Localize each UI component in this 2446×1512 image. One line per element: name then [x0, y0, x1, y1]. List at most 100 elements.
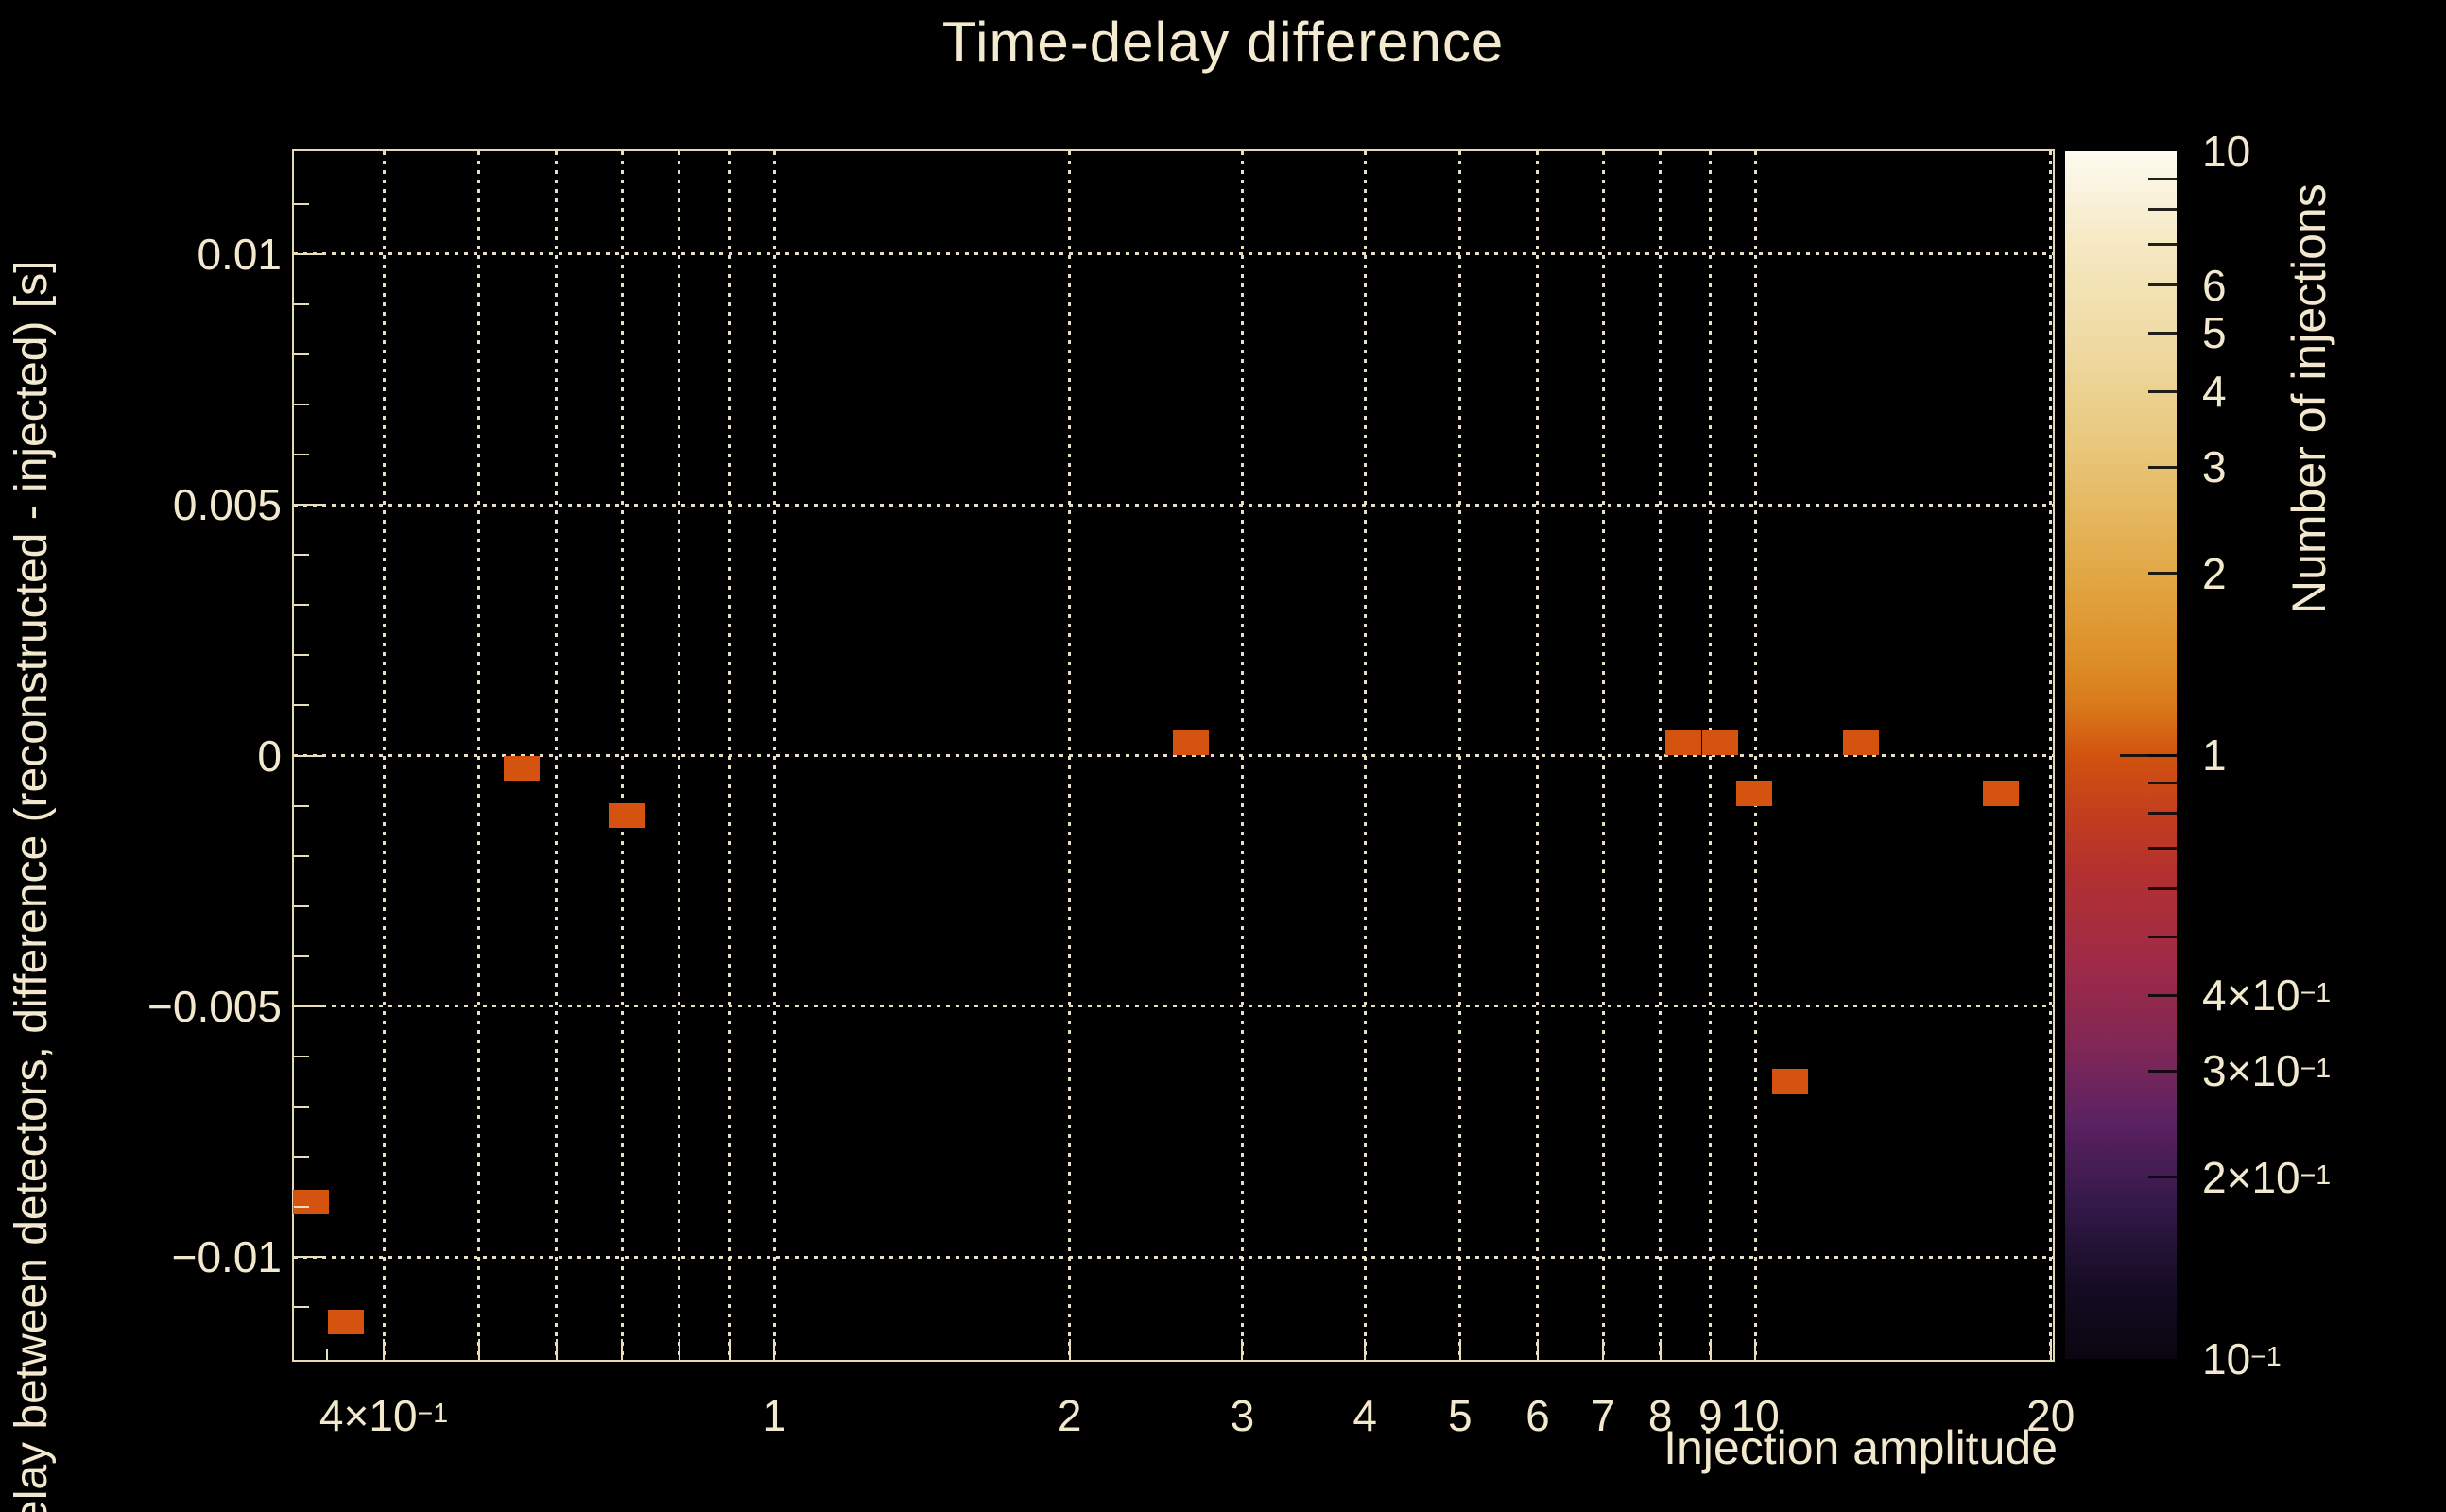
colorbar-tick — [2148, 935, 2177, 938]
colorbar-tick — [2148, 572, 2177, 576]
tick-label-text: 3×10 — [2202, 1046, 2300, 1096]
colorbar-tick-label: 6 — [2202, 260, 2227, 311]
colorbar-tick — [2148, 887, 2177, 891]
x-tick — [1241, 1339, 1244, 1360]
plot-frame — [292, 149, 2055, 1362]
tick-label-exponent: −1 — [2300, 1054, 2332, 1085]
tick-label-text: 0 — [257, 730, 282, 781]
heatmap-bin — [1983, 781, 2020, 806]
colorbar-tick — [2148, 993, 2177, 997]
colorbar-tick-label: 3 — [2202, 441, 2227, 492]
y-tick-label: 0 — [0, 730, 282, 782]
y-minor-tick — [294, 604, 309, 607]
x-tick-label: 4 — [1352, 1390, 1377, 1441]
chart-title: Time-delay difference — [941, 10, 1505, 74]
tick-label-exponent: −1 — [417, 1399, 449, 1429]
x-tick-label: 10 — [1731, 1390, 1780, 1441]
x-axis-title: Injection amplitude — [1663, 1421, 2058, 1474]
x-tick — [477, 1339, 480, 1360]
x-tick — [678, 1339, 680, 1360]
colorbar-tick — [2148, 781, 2177, 784]
x-tick — [1458, 1339, 1461, 1360]
y-tick — [294, 504, 322, 507]
colorbar-tick-label: 2×10−1 — [2202, 1152, 2331, 1203]
colorbar-tick — [2148, 331, 2177, 335]
y-minor-tick — [294, 1156, 309, 1159]
colorbar-tick — [2148, 847, 2177, 850]
x-tick-label: 8 — [1648, 1390, 1673, 1441]
colorbar-title: Number of injections — [2282, 183, 2335, 614]
x-tick — [1659, 1339, 1662, 1360]
x-tick-label: 5 — [1448, 1390, 1473, 1441]
x-tick-label: 1 — [762, 1390, 786, 1441]
y-minor-tick — [294, 854, 309, 857]
colorbar-tick — [2148, 284, 2177, 287]
tick-label-exponent: −1 — [2300, 1160, 2332, 1191]
x-tick — [1602, 1339, 1605, 1360]
y-gridline — [294, 252, 2053, 256]
y-minor-tick — [294, 1055, 309, 1057]
y-minor-tick — [294, 804, 309, 807]
heatmap-bin — [1665, 730, 1702, 756]
x-tick-label: 4×10−1 — [319, 1390, 448, 1441]
tick-label-text: 10 — [2202, 127, 2251, 176]
x-tick — [1364, 1339, 1367, 1360]
tick-label-text: 4×10 — [319, 1391, 418, 1440]
y-tick — [294, 1005, 322, 1007]
y-tick-label: −0.01 — [0, 1231, 282, 1282]
y-minor-tick — [294, 954, 309, 957]
tick-label-text: 3 — [1230, 1391, 1255, 1440]
y-minor-tick — [294, 1306, 309, 1309]
y-tick-label: 0.005 — [0, 479, 282, 530]
colorbar-tick-label: 1 — [2202, 730, 2227, 781]
x-tick — [1709, 1339, 1712, 1360]
y-tick — [294, 252, 322, 255]
tick-label-text: 9 — [1697, 1391, 1723, 1440]
colorbar-tick — [2148, 208, 2177, 212]
x-tick-label: 7 — [1592, 1390, 1616, 1441]
tick-label-text: 2×10 — [2202, 1152, 2300, 1202]
tick-label-text: 0.005 — [172, 480, 282, 530]
colorbar-tick — [2148, 243, 2177, 247]
colorbar-tick-label: 3×10−1 — [2202, 1045, 2331, 1096]
y-axis-title: elay between detectors, difference (reco… — [7, 260, 57, 1512]
x-tick-label: 6 — [1525, 1390, 1550, 1441]
x-tick — [773, 1339, 776, 1360]
colorbar-tick-label: 4 — [2202, 366, 2227, 417]
x-tick-label: 2 — [1058, 1390, 1082, 1441]
tick-label-text: 5 — [1447, 1391, 1473, 1440]
y-minor-tick — [294, 404, 309, 405]
tick-label-text: 6 — [2202, 260, 2227, 310]
tick-label-exponent: −1 — [2250, 1342, 2282, 1372]
heatmap-bin — [504, 755, 541, 782]
tick-label-text: 10 — [1731, 1391, 1780, 1440]
y-minor-tick — [294, 904, 309, 907]
colorbar-tick-label: 10 — [2202, 126, 2250, 177]
colorbar-tick-label: 5 — [2202, 307, 2227, 358]
tick-label-text: 4 — [1352, 1391, 1377, 1440]
x-minor-tick — [325, 1349, 328, 1360]
tick-label-text: 1 — [2202, 730, 2227, 780]
colorbar-tick — [2148, 812, 2177, 816]
tick-label-text: 0.01 — [197, 229, 282, 279]
x-tick — [2049, 1339, 2052, 1360]
tick-label-text: 7 — [1591, 1391, 1616, 1440]
x-tick — [555, 1339, 558, 1360]
colorbar-tick — [2148, 389, 2177, 393]
heatmap-bin — [327, 1309, 364, 1335]
y-minor-tick — [294, 202, 309, 205]
heatmap-bin — [1842, 730, 1879, 756]
tick-label-text: 2 — [1057, 1391, 1082, 1440]
heatmap-bin — [608, 802, 645, 829]
x-tick-label: 9 — [1698, 1390, 1723, 1441]
x-tick — [1754, 1339, 1757, 1360]
tick-label-text: 5 — [2202, 308, 2227, 358]
x-tick — [383, 1339, 385, 1360]
y-tick-label: 0.01 — [0, 229, 282, 280]
tick-label-text: 10 — [2202, 1334, 2251, 1383]
y-minor-tick — [294, 654, 309, 657]
tick-label-text: 2 — [2202, 548, 2227, 598]
y-gridline — [294, 754, 2053, 757]
y-gridline — [294, 1005, 2053, 1008]
